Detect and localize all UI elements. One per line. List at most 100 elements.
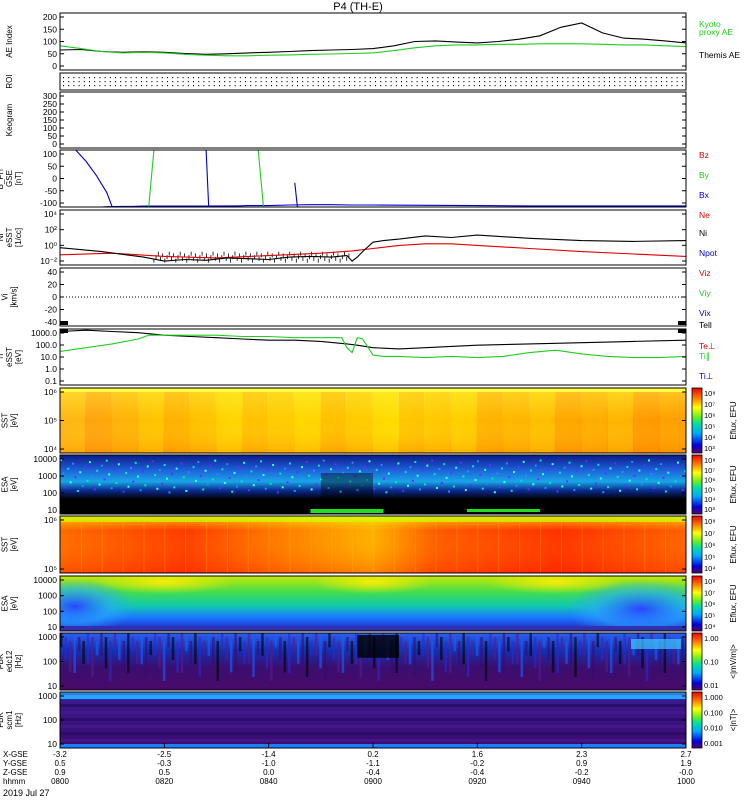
tick-label: 1000 [38,471,57,481]
colorbar-label: Eflux, EFU [729,584,738,622]
colorbar-tick: 10⁴ [704,495,716,504]
tick-label: 100.0 [36,340,58,350]
footer-value: 0.2 [367,750,379,759]
tick-label: 0 [52,139,57,149]
colorbar-tick: 0.001 [704,739,723,748]
plot-title: P4 (TH-E) [333,1,383,13]
tick-label: 0 [52,292,57,302]
series-temperature-1 [60,334,686,359]
colorbar-tick: 10⁴ [704,622,716,631]
colorbar-tick: 0.100 [704,708,723,717]
svg-text:eSST: eSST [5,227,14,247]
colorbar-tick: 10³ [704,444,715,453]
footer-value: 2.7 [680,750,692,759]
tick-label: 0 [52,174,57,184]
colorbar-tick: 10⁶ [704,476,715,485]
tick-label: -40 [45,317,58,327]
svg-text:ESA: ESA [1,476,10,493]
footer-value: -0.3 [157,759,171,768]
svg-text:AE Index: AE Index [5,25,14,57]
series-ae-index-0 [60,22,686,55]
svg-text:B_FIT: B_FIT [0,167,5,189]
footer-value: -1.1 [366,759,380,768]
legend-temperature-3: Ti⊥ [699,371,714,381]
tick-label: 40 [48,267,58,277]
footer-row-label: X-GSE [3,750,28,759]
footer-value: 2.3 [576,750,588,759]
footer-value: -0.0 [679,768,693,777]
colorbar-sst-ions: 10⁸ 10⁷ 10⁶ 10⁵ 10⁴ Eflux, EFU [691,515,738,574]
tick-label: -50 [45,186,58,196]
tick-label: 20 [48,280,58,290]
y-axis-label: FBK scm1 [Hz] [0,710,23,730]
panel-fbk-scm1: 1000 100 10 FBK scm1 [Hz] 1.000 0.100 0.010 0.001… [0,691,738,749]
y-axis-label: ESA [eV] [1,476,19,493]
footer-value: -2.5 [157,750,171,759]
svg-text:FBK: FBK [0,653,5,669]
footer-value: -1.4 [262,750,276,759]
series-density-1 [60,234,686,262]
y-axis-label: SST [eV] [1,413,19,429]
panel-esa-ions: 10000 1000 100 10 ESA [eV] 10⁸ 10⁷ 10⁶ 10⁵ 10⁴ Eflu… [1,575,739,632]
svg-text:[eV]: [eV] [10,413,19,427]
colorbar-tick: 10⁷ [704,588,715,597]
footer-row-label: Z-GSE [3,768,27,777]
series-b-field-2 [148,150,265,207]
series-ae-index-1 [60,43,686,57]
colorbar-tick: 10⁷ [704,400,715,409]
tick-label: 10 [48,505,58,515]
y-axis-label: Ni eSST [1/cc] [0,227,23,247]
svg-text:[Hz]: [Hz] [14,713,23,727]
footer-value: 0940 [573,777,591,786]
svg-text:Vi: Vi [1,293,10,300]
colorbar-tick: 10⁵ [704,422,715,431]
y-axis-label: Ti eSST [eV] [0,347,23,367]
y-axis-label: AE Index [5,25,14,57]
date-label: 2019 Jul 27 [3,788,50,798]
svg-text:[eV]: [eV] [10,477,19,491]
svg-text:[km/s]: [km/s] [10,286,19,307]
tick-label: 1.0 [45,364,57,374]
svg-text:ROI: ROI [5,74,14,88]
colorbar-tick: 0.010 [704,724,723,733]
footer-value: -3.2 [53,750,67,759]
svg-text:[eV]: [eV] [14,350,23,364]
colorbar-tick: 10³ [704,505,715,514]
tick-label: 10⁶ [44,515,57,525]
svg-text:SST: SST [1,537,10,553]
legend-b-field-1: By [699,170,710,180]
tick-label: 100 [43,715,57,725]
tick-label: 0 [52,61,57,71]
tick-label: 10⁴ [44,209,57,219]
legend-velocity-2: Vix [699,308,711,318]
svg-text:eSST: eSST [5,347,14,367]
colorbar-tick: 1.000 [704,693,723,702]
footer-value: 0800 [51,777,69,786]
legend-ae-index-1: proxy AE [699,27,733,37]
series-temperature-0 [60,329,686,350]
legend-b-field-2: Bx [699,190,710,200]
y-axis-label: SST [eV] [1,537,19,553]
y-axis-label: ROI [5,74,14,88]
svg-text:FBK: FBK [0,712,5,728]
colorbar-label: Eflux, EFU [729,465,738,503]
tick-label: 50 [48,49,58,59]
svg-text:[Hz]: [Hz] [14,654,23,668]
footer-value: 0.5 [54,759,66,768]
tick-label: 1000 [38,591,57,601]
tick-label: 100 [43,149,57,159]
legend-ae-index-0: Kyoto [699,19,721,29]
footer-value: 1.6 [472,750,484,759]
legend-temperature-0: Tell [699,320,712,330]
colorbar-tick: 1.00 [704,634,719,643]
footer-value: -1.0 [262,759,276,768]
footer-value: 1.9 [680,759,692,768]
tick-label: 10 [48,622,58,632]
colorbar-esa-ions: 10⁸ 10⁷ 10⁶ 10⁵ 10⁴ Eflux, EFU [691,575,738,632]
tick-label: 1000 [38,691,57,701]
tick-label: 1000.0 [31,328,57,338]
